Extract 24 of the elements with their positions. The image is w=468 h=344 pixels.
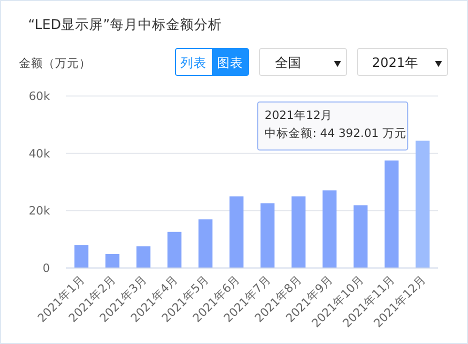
bar: [416, 140, 430, 268]
y-tick-label: 60k: [28, 89, 50, 103]
y-axis-title: 金额（万元）: [19, 56, 91, 70]
bar: [74, 245, 88, 268]
text: 2021年: [372, 56, 418, 71]
bar: [167, 232, 182, 268]
bar: [230, 196, 244, 268]
bar: [354, 205, 368, 268]
bar: [136, 246, 150, 268]
bar: [105, 254, 120, 268]
text: 图表: [217, 55, 243, 70]
bar: [292, 196, 306, 268]
bar: [322, 190, 337, 268]
y-tick-label: 40k: [28, 146, 50, 160]
bar: [198, 219, 212, 268]
y-tick-label: 0: [42, 261, 50, 275]
chart-title: “LED显示屏”每月中标金额分析: [28, 17, 222, 33]
annotation: 中标金额: 44 392.01 万元: [264, 126, 406, 140]
text: 全国: [275, 56, 301, 71]
text: 列表: [180, 55, 206, 70]
bar: [384, 160, 399, 268]
bar: [260, 203, 274, 268]
y-tick-label: 20k: [28, 204, 50, 218]
annotation: 2021年12月: [264, 108, 333, 122]
